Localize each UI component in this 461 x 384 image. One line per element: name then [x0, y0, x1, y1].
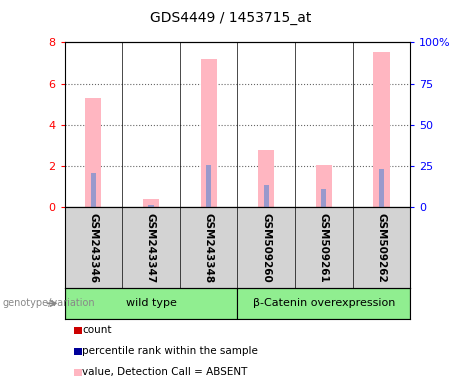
- Text: value, Detection Call = ABSENT: value, Detection Call = ABSENT: [83, 367, 248, 377]
- Bar: [379, 169, 384, 207]
- Text: GSM509262: GSM509262: [377, 213, 386, 283]
- Bar: [65, 288, 237, 319]
- Bar: [321, 189, 326, 207]
- Text: GSM243346: GSM243346: [89, 213, 98, 283]
- Bar: [201, 59, 217, 207]
- Bar: [258, 149, 274, 207]
- Text: β-Catenin overexpression: β-Catenin overexpression: [253, 298, 395, 308]
- Text: wild type: wild type: [125, 298, 177, 308]
- Text: GDS4449 / 1453715_at: GDS4449 / 1453715_at: [150, 11, 311, 25]
- Bar: [316, 165, 332, 207]
- Text: percentile rank within the sample: percentile rank within the sample: [83, 346, 258, 356]
- Bar: [143, 199, 159, 207]
- Bar: [206, 165, 211, 207]
- Bar: [264, 185, 269, 207]
- Bar: [373, 51, 390, 207]
- Text: GSM509261: GSM509261: [319, 213, 329, 283]
- Text: GSM509260: GSM509260: [261, 213, 271, 283]
- Bar: [91, 173, 96, 207]
- Bar: [237, 288, 410, 319]
- Text: GSM243348: GSM243348: [204, 213, 213, 283]
- Bar: [85, 98, 101, 207]
- Text: count: count: [83, 325, 112, 335]
- Text: GSM243347: GSM243347: [146, 213, 156, 283]
- Bar: [148, 205, 154, 207]
- Text: genotype/variation: genotype/variation: [2, 298, 95, 308]
